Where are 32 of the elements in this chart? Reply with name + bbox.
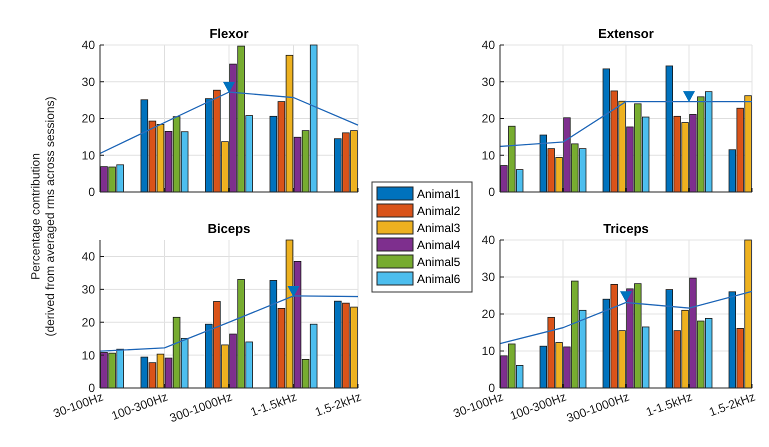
legend-label: Animal6 bbox=[417, 272, 461, 286]
y-tick-label: 10 bbox=[482, 344, 496, 358]
y-tick-label: 40 bbox=[82, 38, 96, 52]
chart-title: Triceps bbox=[603, 221, 649, 236]
y-tick-label: 0 bbox=[488, 381, 496, 396]
y-tick-label: 0 bbox=[88, 381, 96, 396]
y-tick-label: 10 bbox=[82, 148, 96, 162]
y-axis-title: Percentage contribution (derived from averaged rms across sessions) bbox=[28, 96, 57, 337]
y-tick-label: 20 bbox=[82, 112, 96, 126]
y-tick-label: 30 bbox=[82, 74, 96, 89]
y-tick-label: 30 bbox=[482, 74, 496, 89]
legend-label: Animal5 bbox=[417, 255, 461, 270]
y-tick-label: 0 bbox=[488, 185, 496, 200]
chart-title: Extensor bbox=[598, 26, 654, 41]
y-tick-label: 0 bbox=[88, 185, 96, 200]
y-tick-label: 30 bbox=[482, 270, 496, 284]
line-series bbox=[499, 290, 753, 344]
y-tick-label: 20 bbox=[482, 307, 496, 322]
y-tick-label: 40 bbox=[82, 250, 96, 264]
legend-label: Animal1 bbox=[417, 187, 461, 202]
legend-label: Animal2 bbox=[417, 204, 461, 218]
y-tick-label: 10 bbox=[82, 348, 96, 362]
y-tick-label: 20 bbox=[482, 112, 496, 126]
y-tick-label: 10 bbox=[482, 148, 496, 162]
legend-label: Animal3 bbox=[417, 221, 461, 236]
chart-title: Biceps bbox=[208, 221, 250, 236]
y-tick-label: 40 bbox=[482, 233, 496, 248]
y-tick-label: 20 bbox=[82, 315, 96, 330]
chart-title: Flexor bbox=[209, 26, 249, 41]
y-tick-label: 30 bbox=[82, 282, 96, 297]
y-tick-label: 40 bbox=[482, 38, 496, 52]
legend-label: Animal4 bbox=[417, 238, 461, 252]
